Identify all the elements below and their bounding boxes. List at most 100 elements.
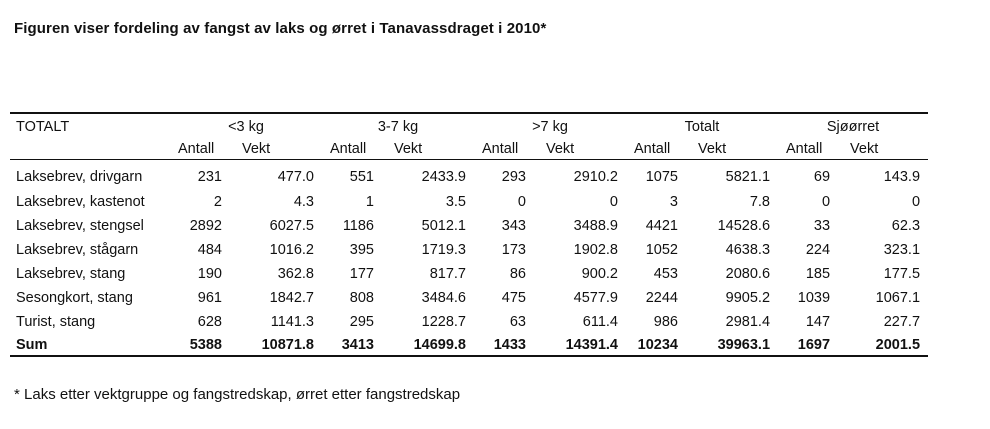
cell-value: 177 <box>349 266 374 282</box>
table-row: Laksebrev, stang 190 362.8 177 817.7 86 … <box>10 262 928 286</box>
cell-value: 33 <box>813 218 831 234</box>
cell-value: 961 <box>197 290 222 306</box>
cell-value: 86 <box>509 266 526 282</box>
group-header-over-7kg: >7 kg <box>474 112 626 137</box>
sub-header-antall: Antall <box>626 137 686 160</box>
cell-value: 817.7 <box>429 266 466 282</box>
cell-value: 2244 <box>645 290 678 306</box>
cell-value: 69 <box>813 169 831 185</box>
cell-value: 4.3 <box>293 194 314 210</box>
sub-header-vekt: Vekt <box>382 137 474 160</box>
sub-header-vekt: Vekt <box>534 137 626 160</box>
sub-header-blank <box>10 137 170 160</box>
cell-value: 63 <box>509 314 526 330</box>
table-row: Turist, stang 628 1141.3 295 1228.7 63 6… <box>10 310 928 334</box>
cell-value: 1075 <box>645 169 678 185</box>
row-label: Laksebrev, drivgarn <box>16 169 143 185</box>
cell-value: 323.1 <box>883 242 921 258</box>
cell-value: 1228.7 <box>421 314 466 330</box>
cell-value: 1719.3 <box>421 242 466 258</box>
table-row: Laksebrev, stengsel 2892 6027.5 1186 501… <box>10 214 928 238</box>
cell-value: 5821.1 <box>725 169 771 185</box>
cell-value: 1 <box>365 194 374 210</box>
cell-value: 1186 <box>342 218 374 234</box>
row-label: Laksebrev, kastenot <box>16 194 145 210</box>
cell-value: 295 <box>349 314 374 330</box>
sum-value: 14391.4 <box>534 334 626 357</box>
cell-value: 4577.9 <box>573 290 618 306</box>
sum-label: Sum <box>10 334 170 357</box>
group-header-under-3kg: <3 kg <box>170 112 322 137</box>
cell-value: 185 <box>805 266 831 282</box>
table-row: Laksebrev, drivgarn 231 477.0 551 2433.9… <box>10 160 928 191</box>
sub-header-vekt: Vekt <box>230 137 322 160</box>
cell-value: 453 <box>653 266 678 282</box>
cell-value: 477.0 <box>277 169 314 185</box>
group-header-3-7kg: 3-7 kg <box>322 112 474 137</box>
cell-value: 190 <box>197 266 222 282</box>
sum-value: 3413 <box>322 334 382 357</box>
sum-value: 14699.8 <box>382 334 474 357</box>
row-label: Laksebrev, stågarn <box>16 242 139 258</box>
catch-table-container: TOTALT <3 kg 3-7 kg >7 kg Totalt Sjøørre… <box>10 112 929 357</box>
cell-value: 3 <box>669 194 678 210</box>
cell-value: 224 <box>805 242 831 258</box>
cell-value: 0 <box>911 194 921 210</box>
group-header-sjoorret: Sjøørret <box>778 112 929 137</box>
sum-value: 2001.5 <box>838 334 929 357</box>
catch-table: TOTALT <3 kg 3-7 kg >7 kg Totalt Sjøørre… <box>10 112 929 357</box>
cell-value: 808 <box>349 290 374 306</box>
cell-value: 0 <box>609 194 618 210</box>
sub-header-antall: Antall <box>170 137 230 160</box>
cell-value: 3484.6 <box>421 290 466 306</box>
sub-header-vekt: Vekt <box>686 137 779 160</box>
cell-value: 1902.8 <box>573 242 618 258</box>
table-row: Laksebrev, stågarn 484 1016.2 395 1719.3… <box>10 238 928 262</box>
sum-row: Sum 5388 10871.8 3413 14699.8 1433 14391… <box>10 334 929 357</box>
cell-value: 4421 <box>645 218 678 234</box>
cell-value: 2 <box>213 194 222 210</box>
sum-value: 10234 <box>626 334 686 357</box>
cell-value: 177.5 <box>883 266 921 282</box>
cell-value: 293 <box>501 169 526 185</box>
corner-label: TOTALT <box>10 112 170 137</box>
sub-header-antall: Antall <box>778 137 839 160</box>
cell-value: 484 <box>197 242 222 258</box>
cell-value: 173 <box>501 242 526 258</box>
header-sub-row: Antall Vekt Antall Vekt Antall Vekt Anta… <box>10 137 929 160</box>
sum-value: 39963.1 <box>686 334 779 357</box>
cell-value: 2981.4 <box>725 314 771 330</box>
cell-value: 0 <box>517 194 526 210</box>
cell-value: 986 <box>653 314 678 330</box>
cell-value: 7.8 <box>749 194 771 210</box>
cell-value: 62.3 <box>891 218 921 234</box>
cell-value: 14528.6 <box>717 218 771 234</box>
cell-value: 1052 <box>645 242 678 258</box>
cell-value: 2080.6 <box>725 266 771 282</box>
sum-value: 5388 <box>170 334 230 357</box>
cell-value: 2910.2 <box>573 169 618 185</box>
page-title: Figuren viser fordeling av fangst av lak… <box>14 20 547 37</box>
cell-value: 1039 <box>797 290 831 306</box>
cell-value: 1016.2 <box>269 242 314 258</box>
cell-value: 147 <box>805 314 831 330</box>
cell-value: 628 <box>197 314 222 330</box>
cell-value: 1842.7 <box>269 290 314 306</box>
table-row: Laksebrev, kastenot 2 4.3 1 3.5 0 0 3 7.… <box>10 190 928 214</box>
cell-value: 1067.1 <box>875 290 921 306</box>
cell-value: 475 <box>501 290 526 306</box>
cell-value: 395 <box>349 242 374 258</box>
cell-value: 1141.3 <box>270 314 314 330</box>
cell-value: 2433.9 <box>421 169 466 185</box>
sum-value: 1697 <box>778 334 839 357</box>
cell-value: 362.8 <box>277 266 314 282</box>
cell-value: 6027.5 <box>269 218 314 234</box>
row-label: Laksebrev, stengsel <box>16 218 144 234</box>
sum-value: 10871.8 <box>230 334 322 357</box>
cell-value: 231 <box>197 169 222 185</box>
cell-value: 0 <box>821 194 831 210</box>
row-label: Sesongkort, stang <box>16 290 133 306</box>
cell-value: 5012.1 <box>421 218 466 234</box>
sum-value: 1433 <box>474 334 534 357</box>
cell-value: 551 <box>349 169 374 185</box>
